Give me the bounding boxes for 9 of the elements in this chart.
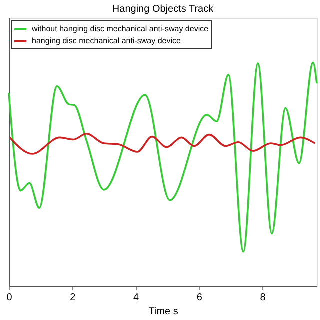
x-tick-label: 4 [133, 292, 140, 304]
x-tick-label: 6 [196, 292, 203, 304]
x-tick-label: 2 [70, 292, 76, 304]
x-axis-title: Time s [148, 306, 178, 318]
legend-label: without hanging disc mechanical anti-sway device [31, 24, 210, 34]
legend-label: hanging disc mechanical anti-sway device [32, 36, 182, 46]
x-tick-label: 0 [6, 292, 13, 304]
x-tick-label: 8 [260, 292, 266, 304]
chart-title: Hanging Objects Track [112, 4, 215, 15]
